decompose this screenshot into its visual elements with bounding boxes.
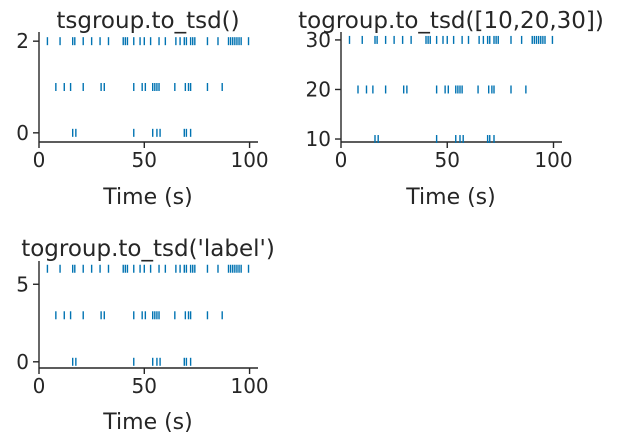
subplot-1: tsgroup.to_tsd() 0 50 100 0 2 Time (s) <box>16 8 268 210</box>
x-tick-label: 50 <box>435 148 460 172</box>
y-tick-label: 0 <box>16 350 29 374</box>
chart-title: togroup.to_tsd([10,20,30]) <box>298 8 604 34</box>
chart-title: tsgroup.to_tsd() <box>56 8 239 34</box>
subplot-3: togroup.to_tsd('label') 0 50 100 0 5 Time (s) <box>16 236 275 435</box>
x-tick-label: 100 <box>534 148 572 172</box>
x-axis-label: Time (s) <box>102 185 192 210</box>
x-axis-label: Time (s) <box>405 185 495 210</box>
y-tick-label: 10 <box>306 127 331 151</box>
x-tick-label: 50 <box>132 148 157 172</box>
y-tick-label: 0 <box>16 121 29 145</box>
y-tick-label: 5 <box>16 272 29 296</box>
y-tick-label: 20 <box>306 77 331 101</box>
chart-title: togroup.to_tsd('label') <box>21 236 275 262</box>
x-axis-label: Time (s) <box>102 410 192 435</box>
x-tick-label: 0 <box>33 148 46 172</box>
y-tick-label: 2 <box>16 29 29 53</box>
y-tick-label: 30 <box>306 28 331 52</box>
subplot-2: togroup.to_tsd([10,20,30]) 0 50 100 10 20 30 Ti… <box>298 8 604 210</box>
x-tick-label: 0 <box>33 374 46 398</box>
x-tick-label: 100 <box>230 148 268 172</box>
x-tick-label: 50 <box>132 374 157 398</box>
x-tick-label: 0 <box>335 148 348 172</box>
x-tick-label: 100 <box>230 374 268 398</box>
